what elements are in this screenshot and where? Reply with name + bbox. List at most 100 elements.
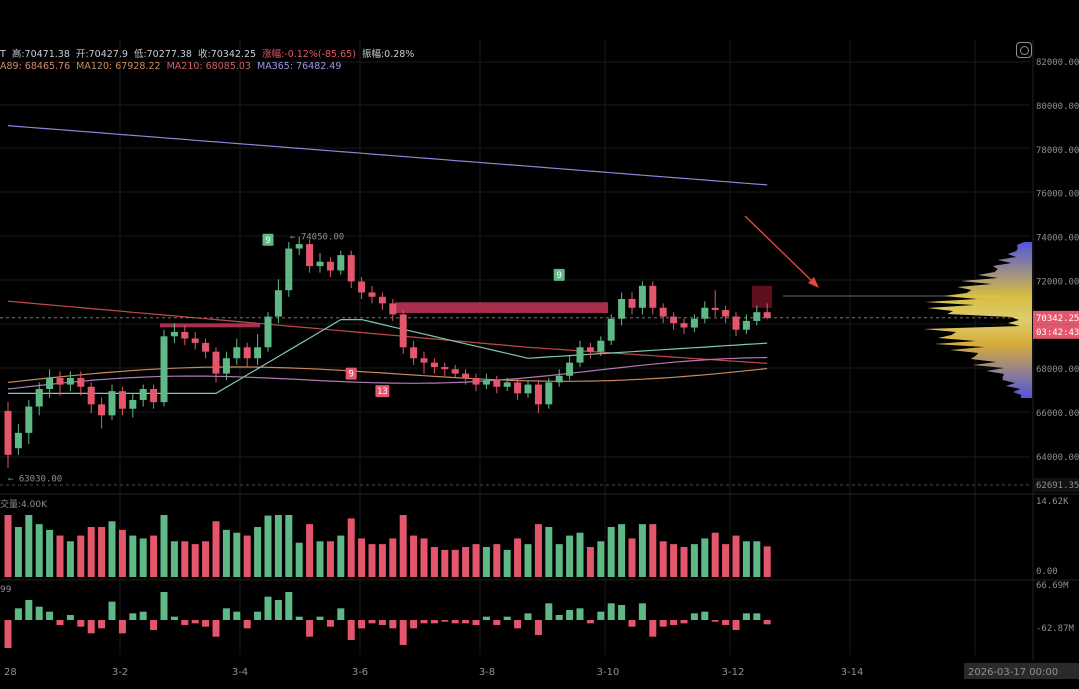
volume-bar — [316, 541, 324, 577]
macd-bar — [202, 620, 210, 627]
macd-bar — [139, 611, 147, 620]
td-sequence-label: 9 — [348, 370, 353, 380]
low-mark-label: ← 63030.00 — [8, 474, 62, 484]
ma120-value: MA120: 67928.22 — [76, 61, 161, 72]
macd-bar — [410, 620, 418, 629]
macd-bar — [326, 620, 334, 627]
volume-bar — [753, 541, 761, 577]
macd-bar — [586, 620, 594, 624]
td-sequence-badge — [375, 385, 390, 398]
candle-body — [233, 347, 241, 359]
candle-body — [524, 384, 532, 394]
volume-bar — [378, 544, 386, 577]
high-value: 高:70471.38 — [11, 49, 70, 60]
volume-bar — [690, 544, 698, 577]
macd-bar — [295, 616, 303, 620]
candle-body — [202, 342, 210, 352]
macd-bar — [46, 611, 54, 620]
volume-bar — [98, 527, 106, 577]
macd-bar — [399, 620, 407, 645]
volume-zero-label: 0.00 — [1036, 567, 1058, 577]
volume-bar — [108, 521, 116, 577]
candle-body — [503, 382, 511, 387]
candle-body — [628, 299, 636, 308]
camera-icon[interactable] — [1016, 42, 1032, 58]
candle-body — [87, 386, 95, 405]
macd-bar — [389, 620, 397, 629]
ohlc-info-line: T 高:70471.38 开:70427.9 低:70277.38 收:7034… — [0, 46, 417, 60]
volume-bar — [170, 541, 178, 577]
volume-bar — [638, 524, 646, 577]
volume-bar — [555, 544, 563, 577]
macd-bar — [160, 592, 168, 620]
volume-bar — [659, 541, 667, 577]
open-value: 开:70427.9 — [75, 49, 128, 60]
volume-bar — [503, 549, 511, 577]
macd-bar — [451, 620, 459, 624]
volume-bar — [576, 532, 584, 577]
volume-bar — [534, 524, 542, 577]
td-sequence-badge — [262, 233, 274, 246]
volume-bar — [191, 544, 199, 577]
volume-bar — [295, 542, 303, 577]
macd-bar — [472, 620, 480, 625]
pending-zone — [752, 285, 772, 308]
volume-bar — [482, 547, 490, 577]
x-tick-label: 3-8 — [479, 667, 495, 678]
macd-bar — [763, 620, 771, 625]
candle-body — [347, 255, 355, 282]
macd-bar — [534, 620, 542, 635]
candle-body — [472, 378, 480, 385]
volume-bar — [649, 524, 657, 577]
volume-bar — [472, 544, 480, 577]
macd-bar — [638, 603, 646, 620]
low-level-tag — [1033, 478, 1079, 492]
macd-bar — [368, 620, 376, 624]
candle-body — [212, 351, 220, 374]
volume-bar — [389, 538, 397, 577]
volume-bar — [160, 515, 168, 577]
macd-bar — [597, 611, 605, 620]
macd-bar — [618, 605, 626, 620]
candle-body — [56, 378, 64, 385]
candle-body — [98, 404, 106, 416]
volume-bar — [368, 544, 376, 577]
candle-body — [285, 248, 293, 291]
candle-body — [420, 358, 428, 363]
x-tick-label: 28 — [4, 667, 17, 678]
volume-bar — [77, 535, 85, 577]
macd-bar — [56, 620, 64, 625]
macd-bar — [254, 611, 262, 620]
y-tick-label: 68000.00 — [1036, 365, 1079, 375]
x-tick-label: 3-12 — [722, 667, 745, 678]
macd-bar — [87, 620, 95, 634]
volume-bar — [628, 538, 636, 577]
candle-body — [441, 367, 449, 370]
y-tick-label: 78000.00 — [1036, 146, 1079, 156]
candle-body — [35, 388, 43, 407]
x-tick-label: 3-10 — [597, 667, 620, 678]
candle-body — [358, 281, 366, 293]
ma210-line — [7, 300, 768, 364]
volume-bar — [35, 524, 43, 577]
candle-body — [118, 391, 126, 409]
macd-bar — [222, 608, 230, 620]
volume-bar — [337, 535, 345, 577]
volume-bar — [222, 529, 230, 577]
candle-body — [607, 318, 615, 341]
y-tick-label: 82000.00 — [1036, 58, 1079, 68]
volume-bar — [66, 541, 74, 577]
volume-bar — [129, 535, 137, 577]
volume-bar — [150, 535, 158, 577]
candle-body — [14, 432, 22, 449]
volume-bar — [410, 535, 418, 577]
candle-body — [576, 347, 584, 363]
macd-bar — [285, 592, 293, 620]
ma365-line — [7, 125, 768, 186]
volume-bar — [118, 529, 126, 577]
volume-bar — [763, 546, 771, 577]
macd-bottom-label: -62.87M — [1036, 624, 1075, 634]
candle-body — [108, 391, 116, 416]
amplitude-value: 振幅:0.28% — [361, 49, 415, 60]
